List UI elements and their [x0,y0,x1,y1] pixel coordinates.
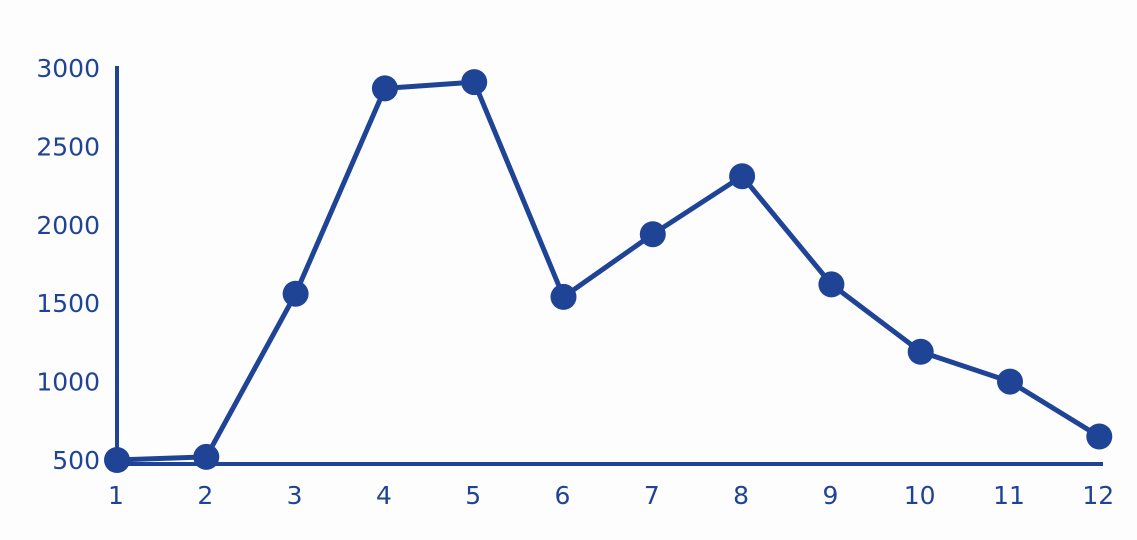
series-points [104,69,1113,473]
y-tick-label: 2000 [36,211,100,240]
x-tick-label: 10 [904,481,936,510]
y-tick-label: 3000 [36,54,100,83]
y-tick-label: 500 [52,446,100,475]
x-tick-label: 11 [993,481,1025,510]
x-tick-label: 2 [197,481,213,510]
data-point [461,69,488,96]
x-tick-label: 8 [733,481,749,510]
x-tick-labels: 1 2 3 4 5 6 7 8 9 10 11 12 [108,481,1114,510]
x-tick-label: 12 [1082,481,1114,510]
data-point [818,271,845,298]
y-tick-label: 2500 [36,132,100,161]
x-tick-label: 1 [108,481,124,510]
series-lines [114,79,1102,463]
data-point [639,221,666,248]
x-tick-label: 9 [822,481,838,510]
data-point [907,338,934,365]
x-tick-label: 3 [287,481,303,510]
data-point [104,447,130,473]
data-point [550,283,577,310]
series-line [114,79,1102,463]
data-point [371,75,398,102]
data-point [729,163,756,190]
data-point [1086,423,1113,450]
x-tick-label: 7 [644,481,660,510]
y-tick-label: 1500 [36,289,100,318]
x-tick-label: 4 [376,481,392,510]
y-tick-label: 1000 [36,368,100,397]
data-point [282,280,309,307]
x-tick-label: 6 [555,481,571,510]
data-point [193,443,220,470]
x-tick-label: 5 [465,481,481,510]
axes [115,66,1103,466]
y-tick-labels: 500 1000 1500 2000 2500 3000 [36,54,100,475]
data-point [997,368,1023,395]
